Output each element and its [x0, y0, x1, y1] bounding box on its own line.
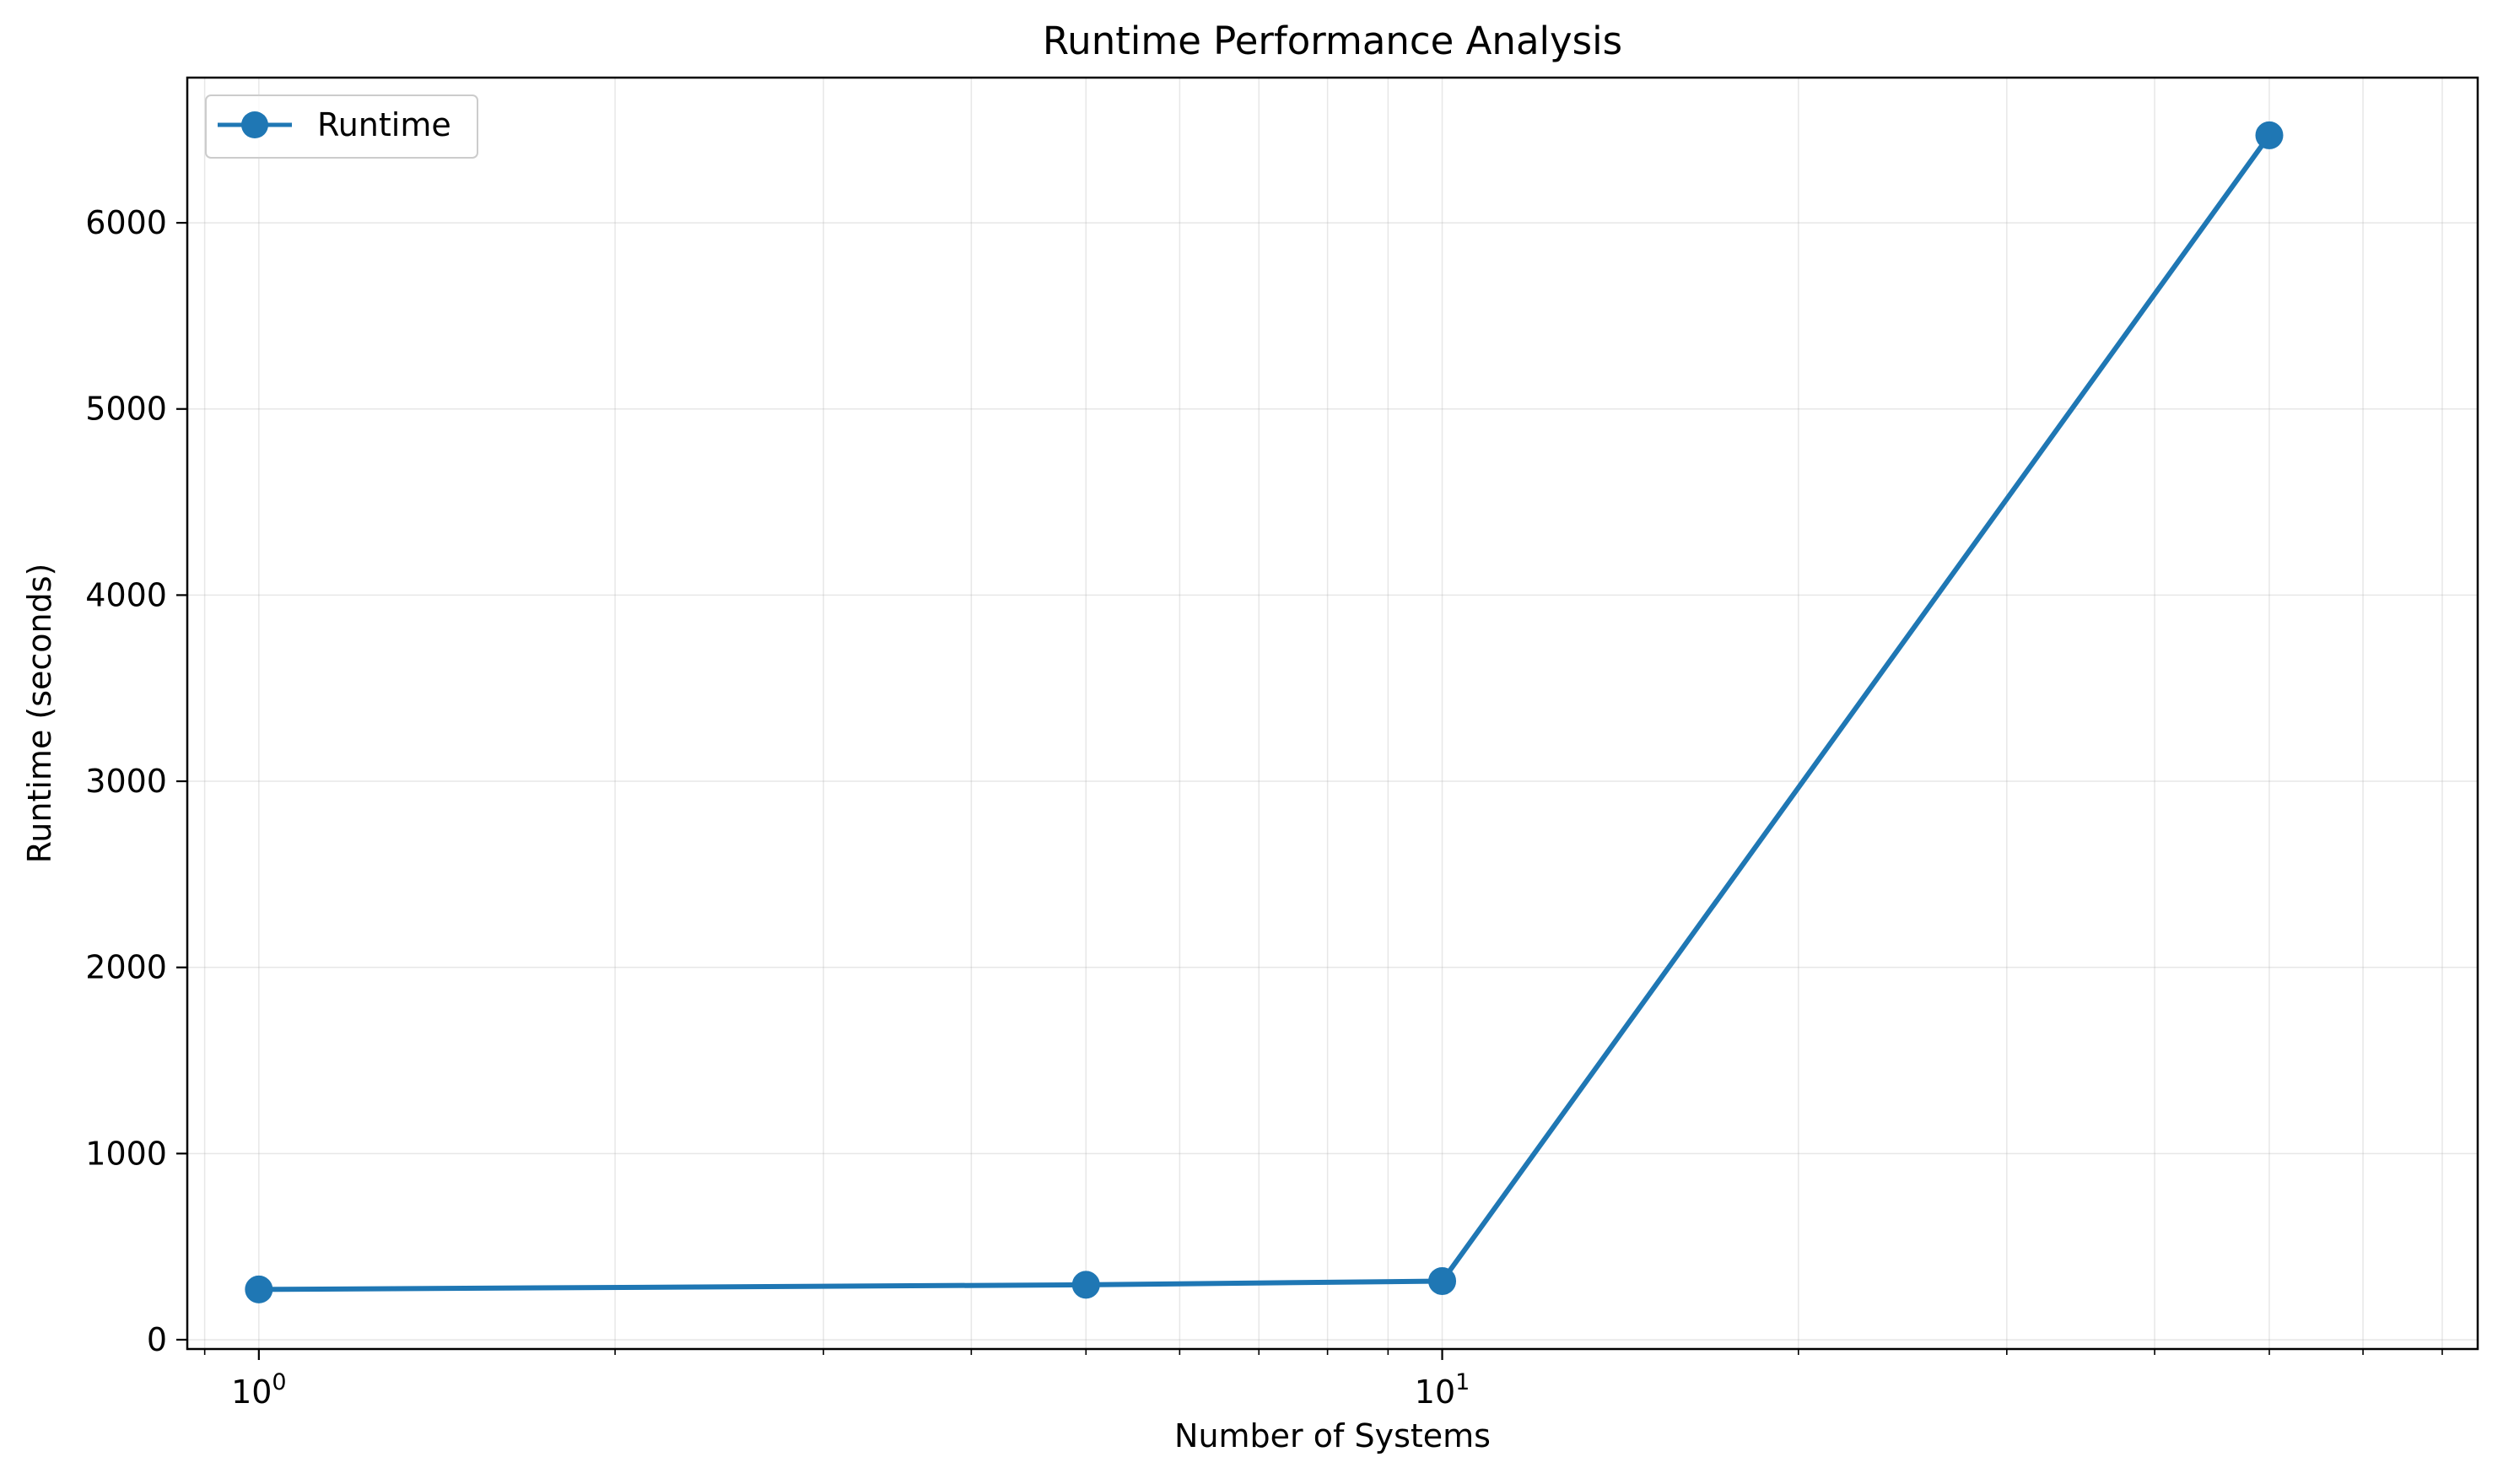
data-point — [1428, 1266, 1457, 1295]
legend-marker — [241, 111, 268, 138]
series-layer — [245, 121, 2284, 1303]
y-tick-label: 4000 — [85, 576, 167, 613]
y-tick-label: 0 — [147, 1321, 167, 1358]
data-point — [245, 1275, 273, 1303]
x-tick-label: 100 — [231, 1369, 287, 1411]
axis-ticks: 100 101 0 1000 2000 3000 4000 5000 6000 — [85, 204, 2443, 1411]
data-point — [1071, 1271, 1100, 1299]
series-line-runtime — [256, 132, 2272, 1292]
y-tick-label: 2000 — [85, 949, 167, 986]
x-tick-label: 101 — [1415, 1369, 1470, 1411]
x-axis-label: Number of Systems — [1174, 1417, 1491, 1454]
grid-lines — [187, 78, 2478, 1349]
legend: Runtime — [205, 94, 478, 159]
legend-box — [205, 94, 478, 159]
legend-label-runtime: Runtime — [317, 106, 451, 143]
y-tick-label: 1000 — [85, 1135, 167, 1172]
y-tick-label: 6000 — [85, 204, 167, 241]
y-axis-label: Runtime (seconds) — [21, 564, 58, 864]
plot-area-frame — [186, 76, 2479, 1351]
y-tick-label: 5000 — [85, 391, 167, 428]
data-point — [2255, 121, 2284, 149]
y-tick-label: 3000 — [85, 763, 167, 800]
chart-title: Runtime Performance Analysis — [1043, 19, 1622, 63]
